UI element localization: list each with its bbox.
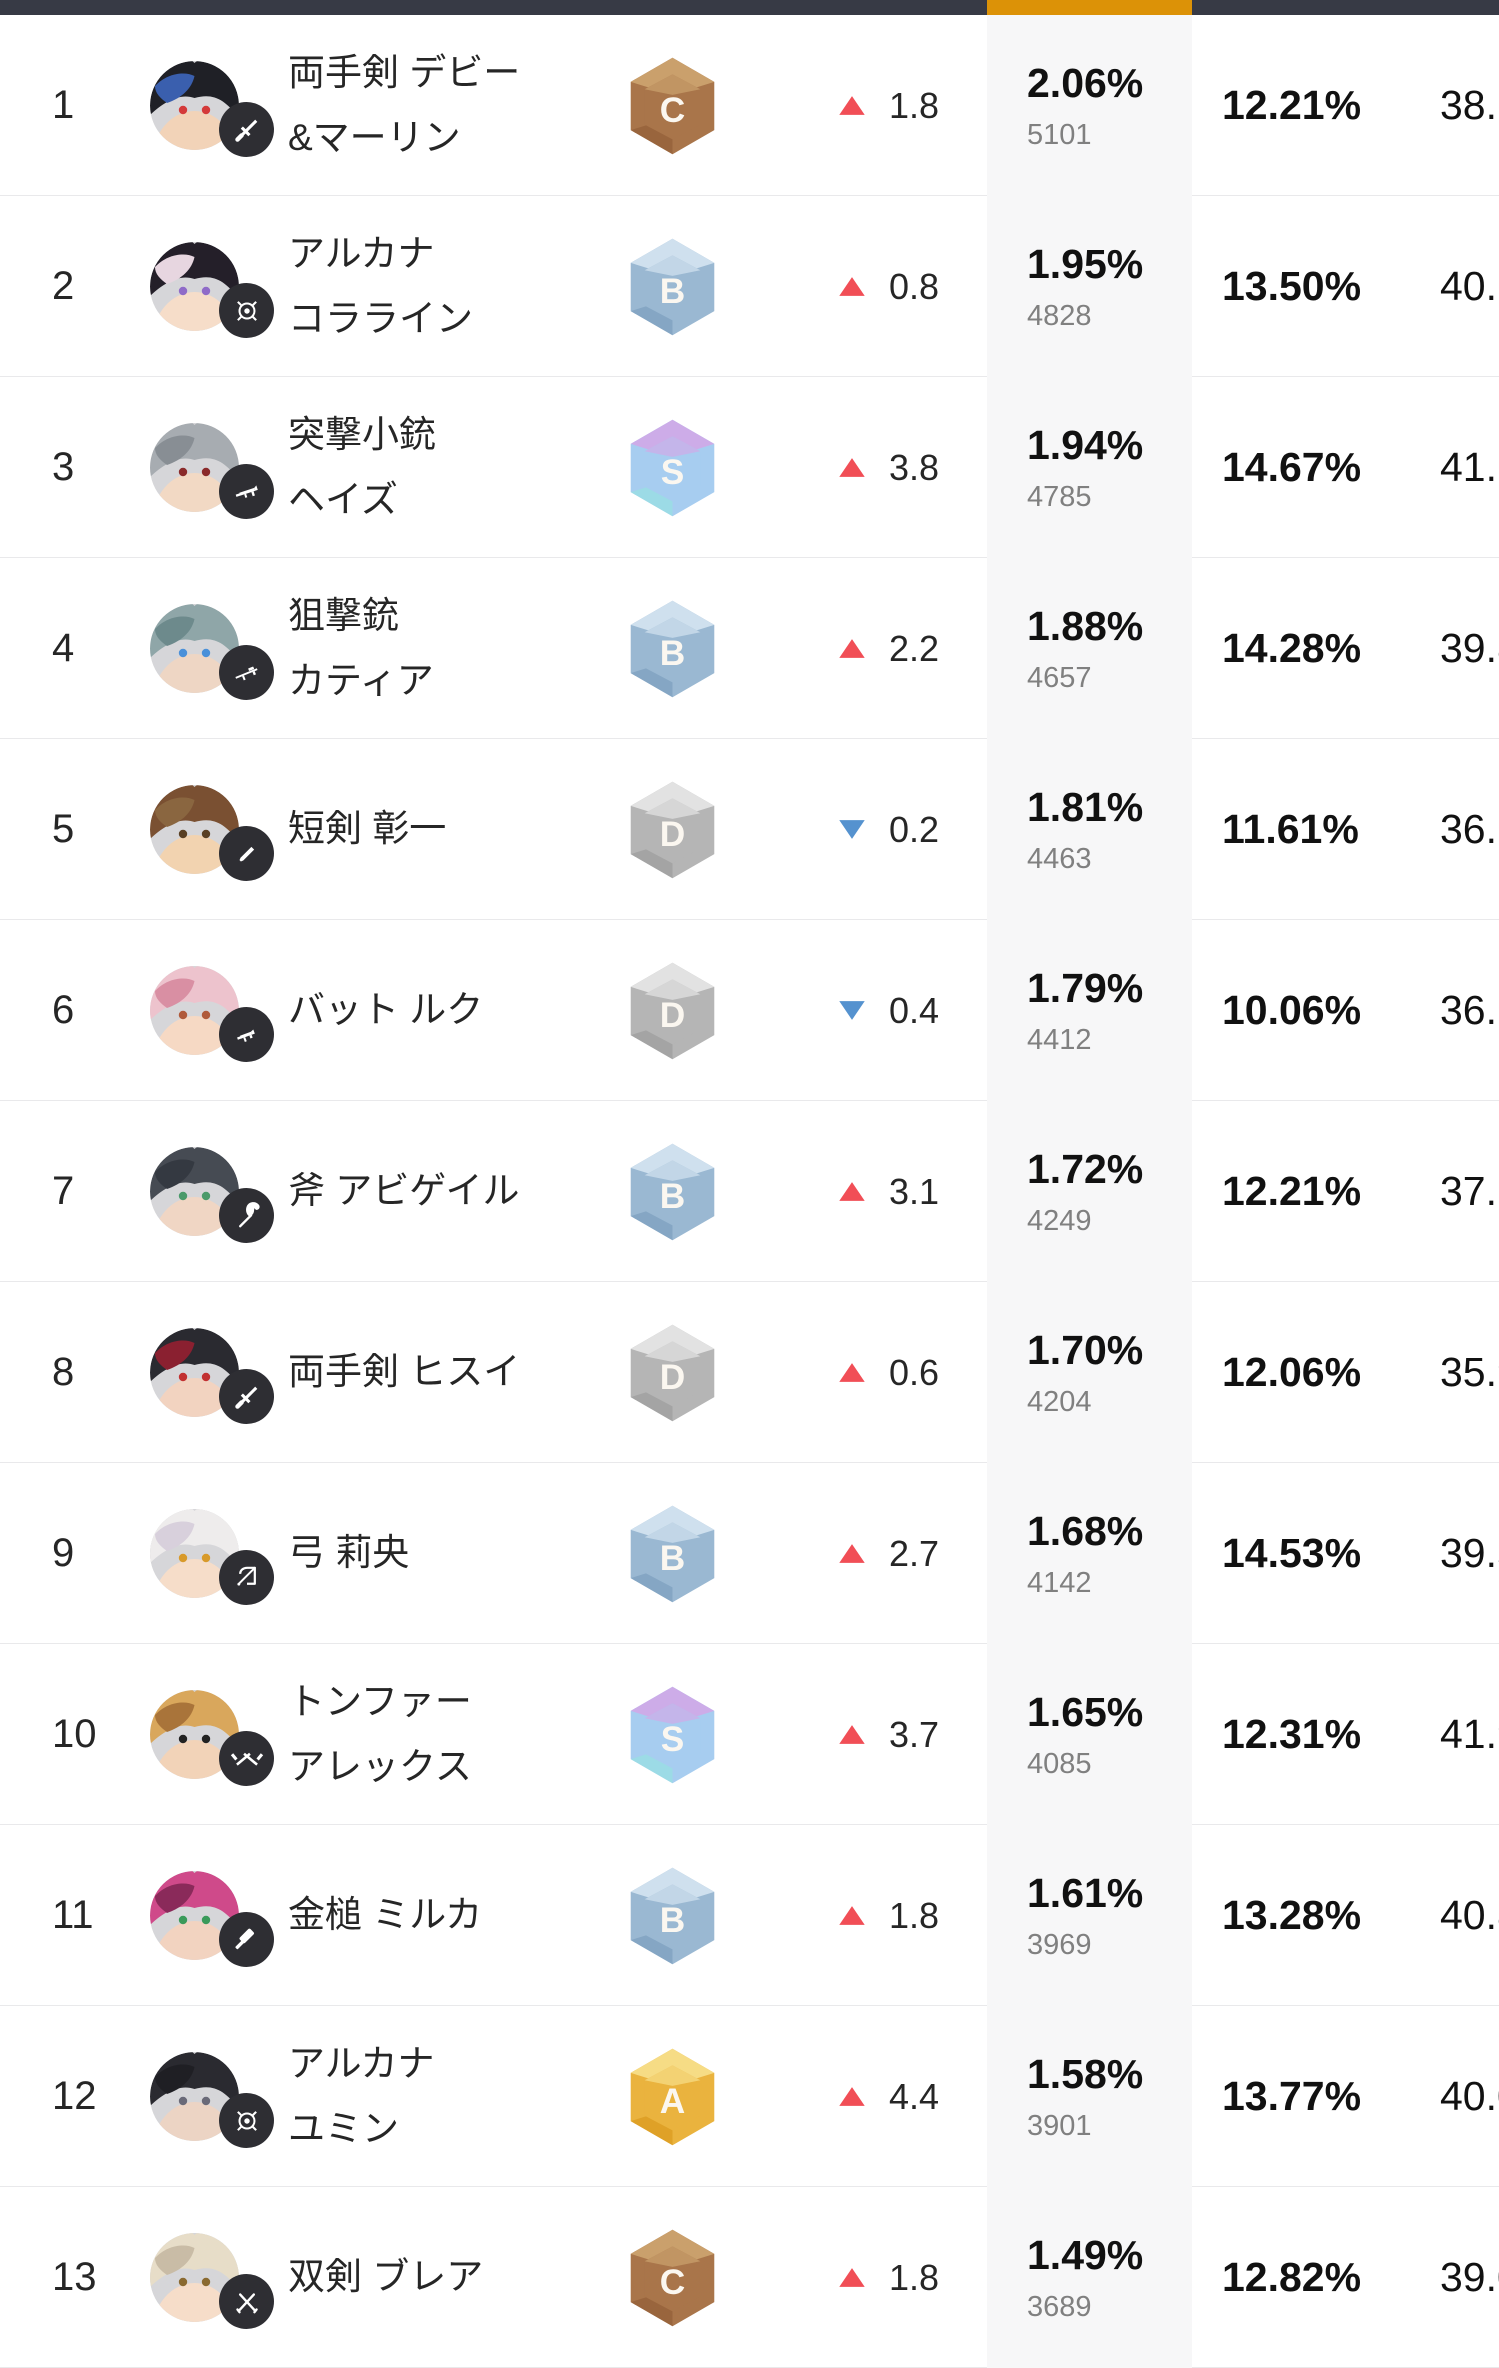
svg-text:C: C	[659, 2262, 684, 2301]
svg-text:D: D	[659, 814, 684, 853]
svg-text:A: A	[659, 2081, 684, 2120]
svg-text:S: S	[660, 452, 684, 491]
svg-text:B: B	[659, 1900, 684, 1939]
svg-text:B: B	[659, 633, 684, 672]
svg-text:D: D	[659, 1357, 684, 1396]
svg-text:S: S	[660, 1719, 684, 1758]
svg-text:D: D	[659, 995, 684, 1034]
svg-text:B: B	[659, 271, 684, 310]
svg-text:C: C	[659, 90, 684, 129]
svg-text:B: B	[659, 1176, 684, 1215]
svg-text:B: B	[659, 1538, 684, 1577]
